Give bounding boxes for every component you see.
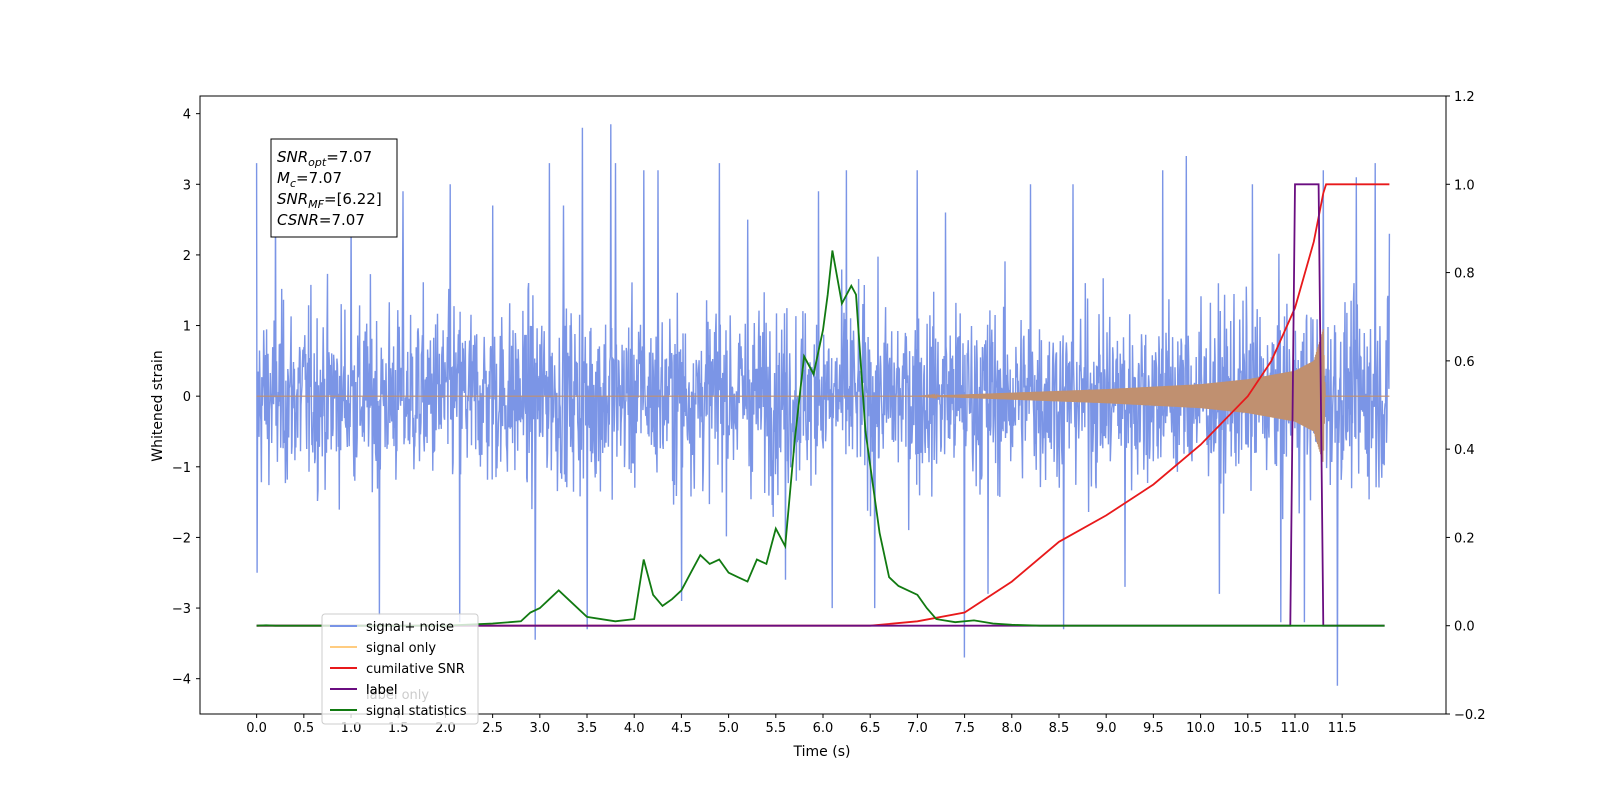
legend-label-overlay: label: [366, 683, 397, 698]
legend-label: signal statistics: [366, 704, 467, 719]
series-cumulative-snr: [256, 183, 1390, 627]
x-tick-label: 11.5: [1328, 721, 1357, 736]
y-tick-label: −1: [172, 461, 191, 476]
x-axis: 0.0 0.5 1.0 1.5 2.0 2.5 3.0 3.5 4.0 4.5 5.0 5.5 6.0 6…: [246, 714, 1357, 736]
y-axis-left: 4 3 2 1 0 −1 −2 −3 −4: [172, 108, 200, 688]
y2-tick-label: −0.2: [1454, 708, 1486, 723]
y-tick-label: 3: [183, 178, 191, 193]
y-tick-label: −4: [172, 673, 191, 688]
x-tick-label: 1.5: [388, 721, 409, 736]
x-tick-label: 11.0: [1280, 721, 1309, 736]
x-tick-label: 4.0: [624, 721, 645, 736]
annotation-line: CSNR=7.07: [277, 211, 365, 229]
legend-label: signal+ noise: [366, 620, 454, 635]
series-signal-noise: [255, 124, 1391, 686]
x-tick-label: 10.5: [1233, 721, 1262, 736]
y-axis-label: Whitened strain: [150, 350, 166, 461]
x-tick-label: 6.5: [860, 721, 881, 736]
y2-tick-label: 0.6: [1454, 355, 1475, 370]
x-tick-label: 4.5: [671, 721, 692, 736]
legend-ghost-label: label only: [366, 688, 429, 703]
x-tick-label: 8.0: [1001, 721, 1022, 736]
x-tick-label: 6.0: [813, 721, 834, 736]
y-tick-label: −2: [172, 531, 191, 546]
x-tick-label: 5.0: [718, 721, 739, 736]
legend: signal+ noise signal only cumilative SNR la…: [321, 613, 479, 725]
legend-label: signal only: [366, 641, 436, 656]
y-tick-label: 0: [183, 390, 191, 405]
legend-label: label: [366, 683, 397, 698]
y-tick-label: 4: [183, 108, 191, 123]
y-tick-label: 1: [183, 320, 191, 335]
y2-tick-label: 1.2: [1454, 90, 1475, 105]
x-tick-label: 10.0: [1186, 721, 1215, 736]
x-tick-label: 0.0: [246, 721, 267, 736]
y2-tick-label: 0.4: [1454, 443, 1475, 458]
x-tick-label: 9.0: [1096, 721, 1117, 736]
x-tick-label: 3.0: [529, 721, 550, 736]
x-tick-label: 2.0: [435, 721, 456, 736]
annotation-line: Mc=7.07: [277, 169, 342, 190]
y2-tick-label: 0.2: [1454, 531, 1475, 546]
x-tick-label: 5.5: [765, 721, 786, 736]
x-axis-label: Time (s): [793, 744, 851, 760]
x-tick-label: 0.5: [293, 721, 314, 736]
x-tick-label: 3.5: [577, 721, 598, 736]
series-signal-only: [256, 329, 1390, 462]
x-tick-label: 9.5: [1143, 721, 1164, 736]
y2-tick-label: 0.0: [1454, 620, 1475, 635]
x-tick-label: 7.0: [907, 721, 928, 736]
x-tick-label: 2.5: [482, 721, 503, 736]
y-tick-label: 2: [183, 249, 191, 264]
legend-label: cumilative SNR: [366, 662, 465, 677]
series-layer: [255, 124, 1391, 686]
annotation-line: SNRMF=[6.22]: [277, 190, 382, 211]
y-axis-right: 1.2 1.0 0.8 0.6 0.4 0.2 0.0 −0.2: [1446, 90, 1486, 723]
x-tick-label: 7.5: [954, 721, 975, 736]
series-signal-statistics: [256, 250, 1385, 627]
x-tick-label: 8.5: [1049, 721, 1070, 736]
y2-tick-label: 1.0: [1454, 178, 1475, 193]
annotation-line: SNRopt=7.07: [277, 148, 372, 169]
x-tick-label: 1.0: [341, 721, 362, 736]
y-tick-label: −3: [172, 602, 191, 617]
y2-tick-label: 0.8: [1454, 267, 1475, 282]
